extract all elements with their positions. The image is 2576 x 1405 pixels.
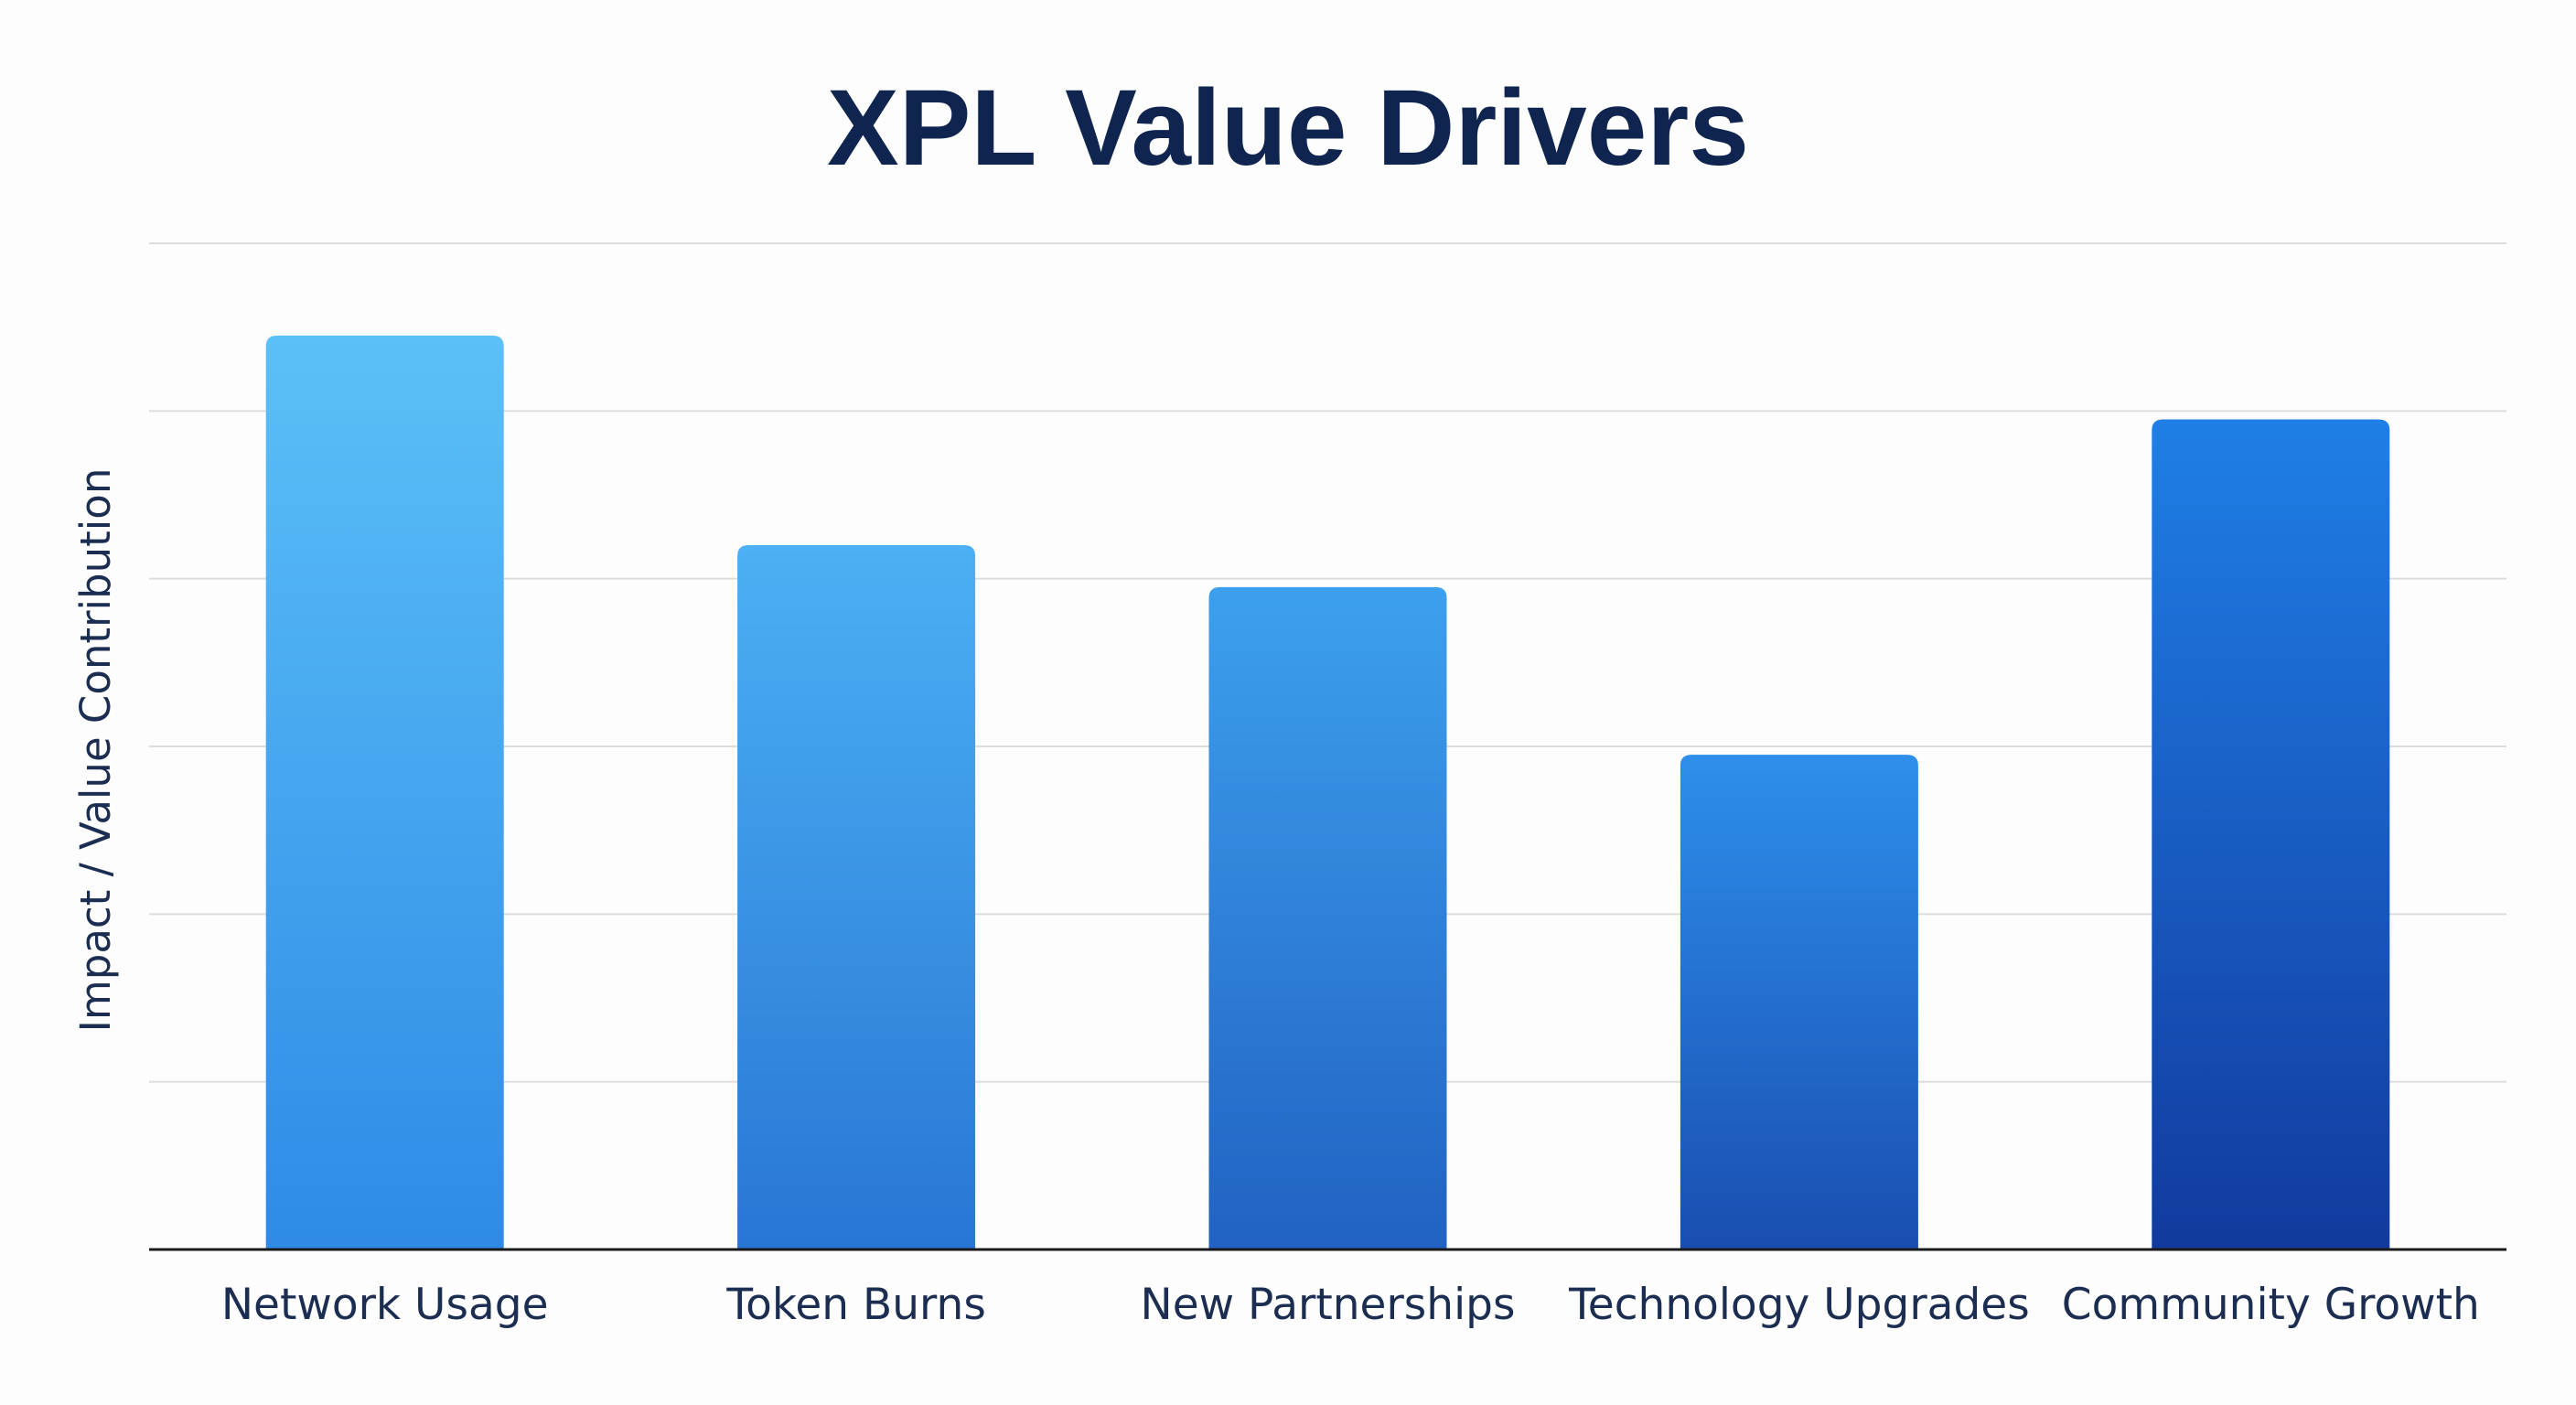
x-tick-label: Community Growth xyxy=(2062,1280,2480,1330)
chart-title: XPL Value Drivers xyxy=(827,68,1749,188)
bar-technology-upgrades xyxy=(1680,755,1918,1249)
bar-community-growth xyxy=(2152,419,2390,1249)
x-tick-label: Technology Upgrades xyxy=(1568,1280,2030,1330)
bar-network-usage xyxy=(265,335,504,1249)
x-tick-labels: Network Usage Token Burns New Partnerships… xyxy=(221,1280,2480,1330)
bars xyxy=(265,335,2390,1249)
bar-token-burns xyxy=(737,545,976,1249)
bar-new-partnerships xyxy=(1208,586,1447,1249)
x-tick-label: Network Usage xyxy=(221,1280,549,1330)
y-axis-label: Impact / Value Contribution xyxy=(71,468,120,1033)
x-tick-label: Token Burns xyxy=(725,1280,985,1330)
x-tick-label: New Partnerships xyxy=(1141,1280,1516,1330)
